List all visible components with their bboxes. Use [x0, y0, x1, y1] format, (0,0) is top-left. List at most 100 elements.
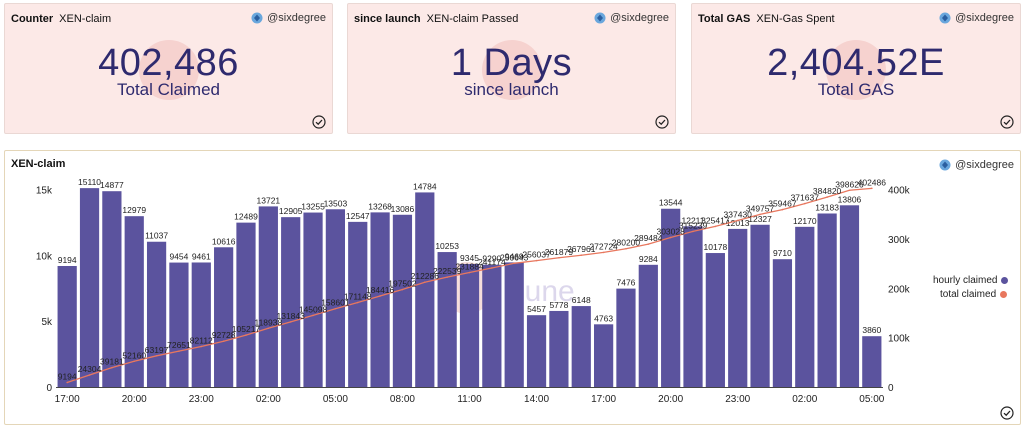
bar-hourly-claimed[interactable] — [258, 206, 278, 387]
counter-caption: Total Claimed — [117, 80, 220, 99]
bar-hourly-claimed[interactable] — [549, 310, 569, 387]
line-point-total-claimed — [401, 288, 404, 291]
line-value-label: 289484 — [634, 233, 663, 243]
x-tick-label: 05:00 — [859, 394, 884, 405]
bar-value-label: 12013 — [726, 218, 750, 228]
counter-subtitle: XEN-Gas Spent — [756, 13, 835, 25]
bar-hourly-claimed[interactable] — [504, 262, 524, 387]
bar-hourly-claimed[interactable] — [348, 221, 368, 387]
bar-hourly-claimed[interactable] — [571, 306, 591, 387]
bar-value-label: 9194 — [58, 255, 77, 265]
bar-hourly-claimed[interactable] — [169, 262, 189, 387]
bar-hourly-claimed[interactable] — [683, 226, 703, 387]
line-value-label: 52160 — [122, 350, 146, 360]
bar-hourly-claimed[interactable] — [817, 213, 837, 387]
bar-hourly-claimed[interactable] — [839, 205, 860, 387]
bar-hourly-claimed[interactable] — [526, 315, 547, 387]
line-value-label: 39181 — [100, 357, 124, 367]
bar-value-label: 10253 — [435, 241, 459, 251]
dune-watermark-icon — [481, 40, 542, 100]
owner-link[interactable]: @sixdegree — [939, 159, 1014, 171]
line-value-label: 267961 — [567, 244, 596, 254]
line-point-total-claimed — [580, 254, 583, 257]
bar-hourly-claimed[interactable] — [594, 324, 614, 387]
line-point-total-claimed — [669, 236, 672, 239]
line-point-total-claimed — [647, 243, 650, 245]
line-point-total-claimed — [66, 381, 68, 384]
bar-hourly-claimed[interactable] — [482, 264, 502, 387]
bar-hourly-claimed[interactable] — [191, 262, 211, 387]
bar-hourly-claimed[interactable] — [750, 224, 770, 387]
bar-hourly-claimed[interactable] — [862, 336, 882, 387]
bar-hourly-claimed[interactable] — [772, 259, 793, 387]
bar-value-label: 9461 — [192, 251, 211, 261]
bar-hourly-claimed[interactable] — [236, 222, 256, 387]
bar-value-label: 13503 — [324, 198, 348, 208]
line-point-total-claimed — [602, 251, 605, 254]
bar-hourly-claimed[interactable] — [102, 191, 122, 387]
bar-hourly-claimed[interactable] — [705, 253, 725, 387]
legend-label: total claimed — [940, 289, 997, 300]
counter-value: 1 Days — [450, 42, 573, 84]
bar-value-label: 12327 — [748, 214, 772, 224]
line-value-label: 118938 — [254, 317, 282, 327]
counter-card-since-launch: since launch XEN-claim Passed @sixdegree … — [347, 3, 676, 134]
check-circle-icon[interactable] — [655, 115, 669, 129]
bar-hourly-claimed[interactable] — [415, 192, 435, 387]
line-point-total-claimed — [312, 314, 314, 317]
bar-hourly-claimed[interactable] — [79, 188, 100, 387]
bar-hourly-claimed[interactable] — [57, 266, 77, 387]
bar-hourly-claimed[interactable] — [281, 217, 301, 387]
bar-hourly-claimed[interactable] — [661, 208, 681, 387]
line-point-total-claimed — [334, 307, 337, 310]
bar-value-label: 4763 — [594, 313, 613, 323]
y-right-tick-label: 300k — [888, 235, 911, 246]
bar-hourly-claimed[interactable] — [370, 212, 390, 387]
owner-link[interactable]: @sixdegree — [594, 12, 669, 24]
bar-value-label: 13255 — [301, 202, 325, 212]
bar-hourly-claimed[interactable] — [459, 264, 480, 387]
x-tick-label: 02:00 — [792, 394, 817, 405]
owner-link[interactable]: @sixdegree — [251, 12, 326, 24]
check-circle-icon[interactable] — [312, 115, 326, 129]
counter-label: Counter — [11, 13, 54, 25]
y-right-tick-label: 400k — [888, 186, 911, 197]
x-tick-label: 17:00 — [55, 394, 80, 405]
y-right-tick-label: 0 — [888, 383, 894, 394]
bar-hourly-claimed[interactable] — [325, 209, 345, 387]
legend-swatch — [1001, 277, 1009, 284]
bar-hourly-claimed[interactable] — [638, 264, 658, 387]
y-left-tick-label: 10k — [36, 251, 53, 262]
line-value-label: 184416 — [366, 285, 395, 295]
check-circle-icon[interactable] — [1000, 115, 1014, 129]
counter-header: Counter XEN-claim — [11, 13, 111, 25]
line-value-label: 337430 — [724, 209, 753, 219]
x-tick-label: 14:00 — [524, 394, 549, 405]
bar-hourly-claimed[interactable] — [146, 241, 167, 387]
bar-value-label: 12211 — [682, 215, 705, 225]
bar-value-label: 9345 — [460, 253, 479, 263]
line-point-total-claimed — [759, 213, 761, 216]
x-tick-label: 23:00 — [189, 394, 214, 405]
bar-hourly-claimed[interactable] — [214, 247, 234, 387]
owner-link[interactable]: @sixdegree — [939, 12, 1014, 24]
line-value-label: 222539 — [433, 266, 462, 276]
bar-hourly-claimed[interactable] — [437, 252, 457, 387]
line-point-total-claimed — [267, 327, 270, 330]
bar-hourly-claimed[interactable] — [392, 214, 413, 387]
legend-item-hourly[interactable]: hourly claimed — [933, 275, 1009, 286]
line-value-label: 212286 — [411, 271, 440, 281]
line-point-total-claimed — [289, 321, 292, 323]
user-avatar-icon — [251, 12, 263, 24]
dune-watermark-icon — [138, 40, 199, 100]
bar-hourly-claimed[interactable] — [124, 216, 144, 387]
legend-item-total[interactable]: total claimed — [940, 289, 1008, 300]
bar-hourly-claimed[interactable] — [728, 228, 748, 387]
line-value-label: 241174 — [478, 257, 506, 267]
bar-hourly-claimed[interactable] — [303, 212, 323, 387]
line-value-label: 158601 — [321, 298, 350, 308]
check-circle-icon[interactable] — [1000, 406, 1014, 420]
counter-card-gas: Total GAS XEN-Gas Spent @sixdegree 2,404.… — [691, 3, 1021, 134]
bar-hourly-claimed[interactable] — [616, 288, 636, 387]
bar-hourly-claimed[interactable] — [795, 226, 815, 387]
